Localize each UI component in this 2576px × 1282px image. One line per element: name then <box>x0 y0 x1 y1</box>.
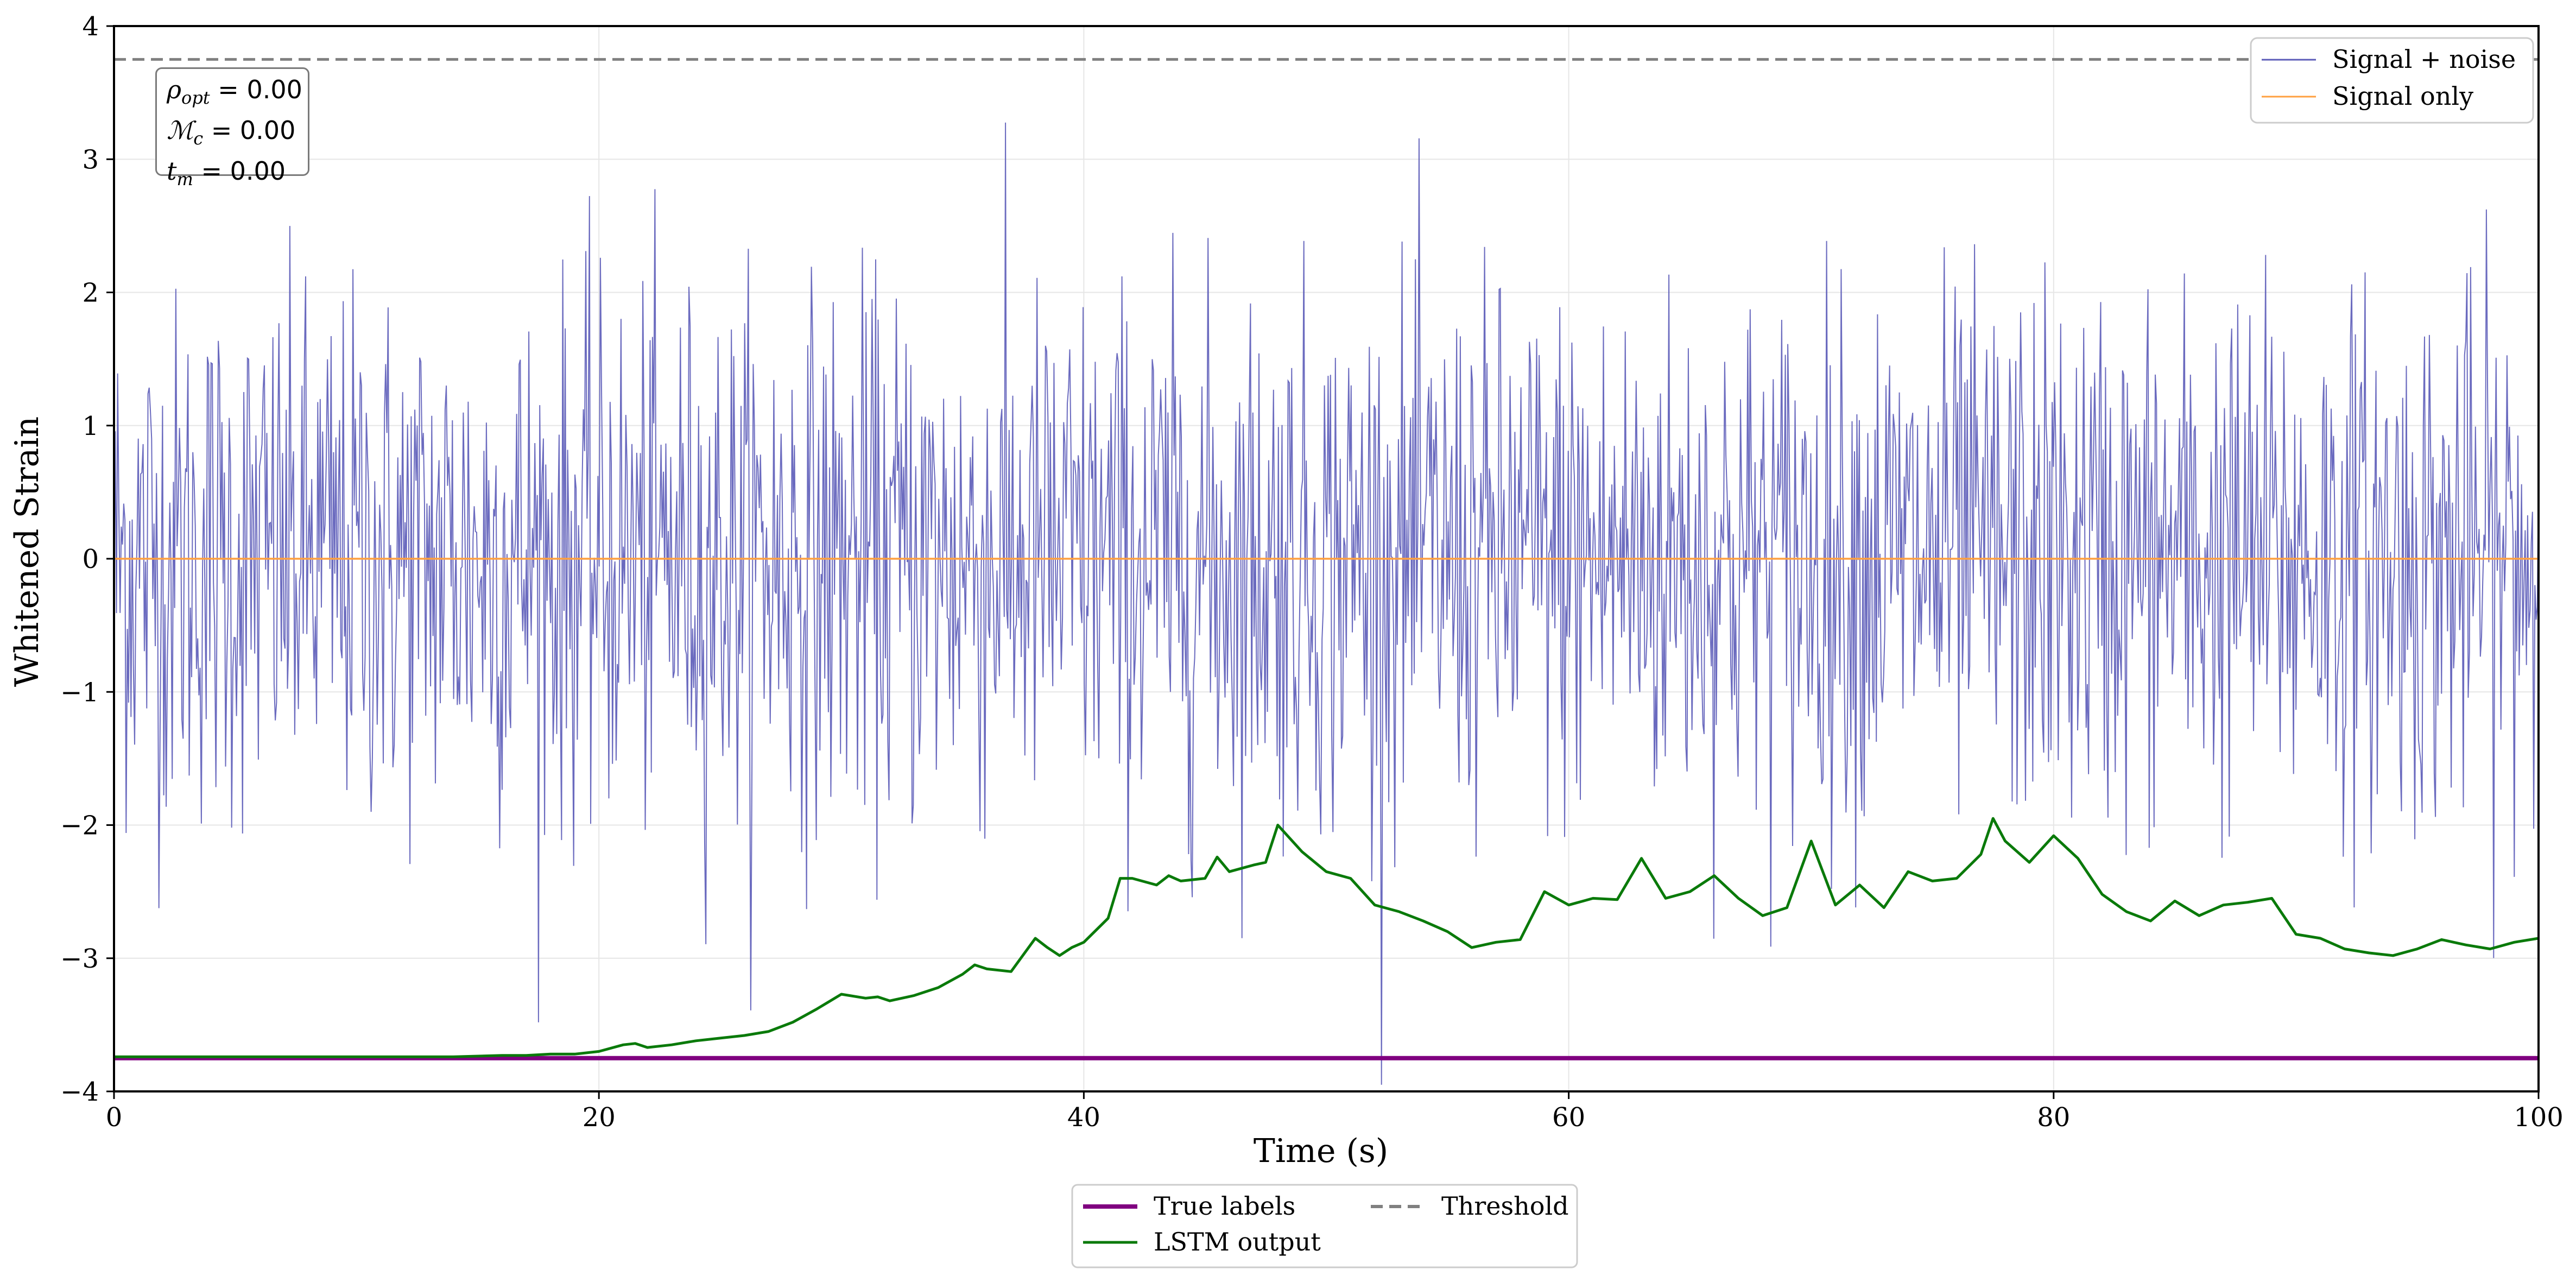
y-tick-label: 0 <box>82 544 99 574</box>
ticks: 0 20 40 60 80 100 −4 −3 −2 −1 0 1 2 3 4 <box>60 11 2564 1133</box>
x-tick-label: 100 <box>2514 1102 2564 1133</box>
x-tick-label: 20 <box>583 1102 616 1133</box>
legend-bottom-frame <box>1071 1184 1578 1268</box>
x-tick-label: 0 <box>106 1102 123 1133</box>
annotation-merger-time: tm = 0.00 <box>167 156 286 190</box>
x-tick-label: 40 <box>1067 1102 1100 1133</box>
legend-top-right: Signal + noise Signal only <box>2250 37 2534 124</box>
x-axis-label: Time (s) <box>1254 1132 1388 1170</box>
y-tick-label: 3 <box>82 144 99 175</box>
signal-noise-line <box>113 122 2539 1085</box>
y-tick-label: −3 <box>60 944 99 974</box>
legend-signal-noise-label: Signal + noise <box>2332 45 2516 74</box>
y-axis-label: Whitened Strain <box>8 416 46 687</box>
annotation-rho: ρopt = 0.00 <box>167 75 302 109</box>
y-tick-label: 2 <box>82 278 99 308</box>
legend-bottom: True labels LSTM output Threshold <box>1071 1184 1578 1268</box>
legend-threshold-label: Threshold <box>1441 1191 1569 1221</box>
legend-true-labels-label: True labels <box>1154 1191 1295 1221</box>
y-tick-label: −2 <box>60 811 99 841</box>
y-tick-label: 1 <box>82 411 99 441</box>
y-tick-label: −1 <box>60 677 99 708</box>
series-layer <box>113 58 2539 1085</box>
x-tick-label: 80 <box>2037 1102 2070 1133</box>
y-tick-label: 4 <box>82 11 99 42</box>
lstm-output-line <box>114 817 2539 1058</box>
legend-lstm-label: LSTM output <box>1154 1227 1321 1256</box>
annotation-chirp-mass: ℳc = 0.00 <box>167 116 296 149</box>
legend-signal-only-label: Signal only <box>2332 81 2473 111</box>
legend-top-right-frame <box>2250 37 2534 124</box>
parameter-annotation: ρopt = 0.00 ℳc = 0.00 tm = 0.00 <box>155 67 309 190</box>
y-tick-label: −4 <box>60 1077 99 1107</box>
x-tick-label: 60 <box>1552 1102 1585 1133</box>
